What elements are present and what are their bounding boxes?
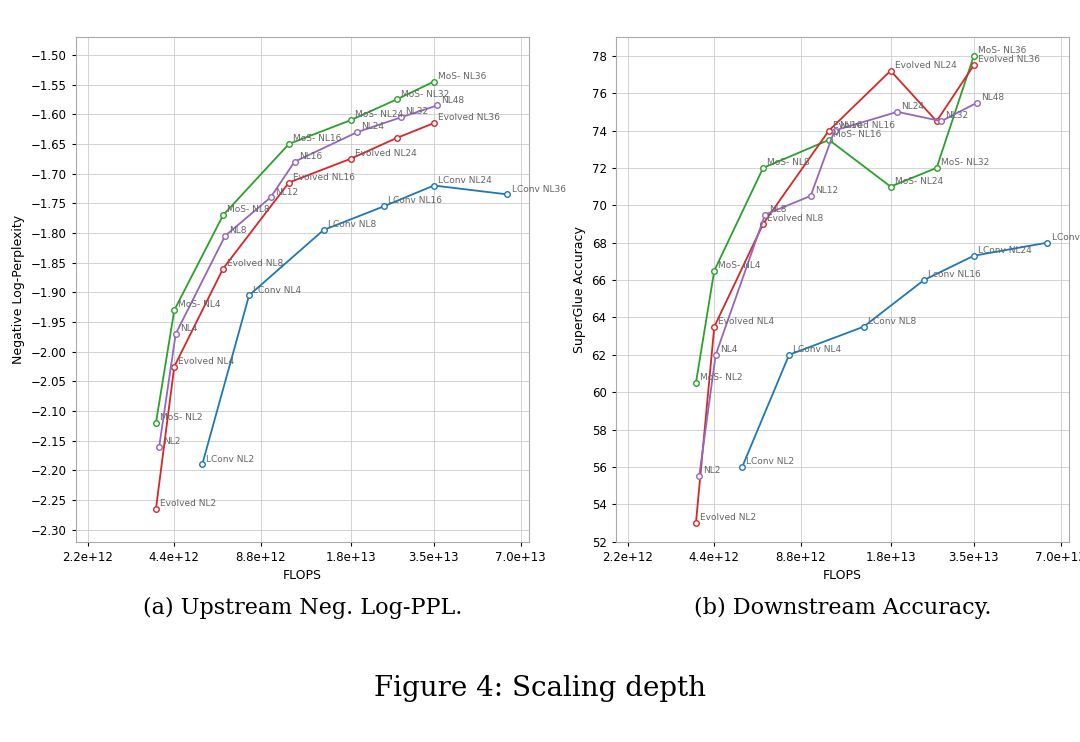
Text: Evolved NL4: Evolved NL4	[178, 357, 234, 366]
Text: LConv NL24: LConv NL24	[978, 246, 1031, 255]
Text: NL8: NL8	[769, 205, 786, 214]
Text: MoS- NL4: MoS- NL4	[178, 301, 221, 309]
Text: LConv NL2: LConv NL2	[746, 457, 795, 466]
Text: MoS- NL32: MoS- NL32	[941, 158, 989, 167]
Text: NL4: NL4	[180, 324, 198, 333]
Text: Lconv NL16: Lconv NL16	[928, 270, 981, 279]
Text: MoS- NL16: MoS- NL16	[293, 134, 341, 143]
Text: NL12: NL12	[274, 188, 298, 197]
Text: MoS- NL36: MoS- NL36	[438, 72, 486, 81]
Text: NL16: NL16	[299, 152, 322, 161]
Text: LConv NL36: LConv NL36	[1052, 233, 1080, 242]
Text: MoS- NL8: MoS- NL8	[767, 158, 810, 167]
Text: Evolved NL16: Evolved NL16	[293, 173, 355, 182]
Text: Evolved NL24: Evolved NL24	[894, 61, 957, 70]
Text: NL48: NL48	[982, 93, 1004, 102]
Text: MoS- NL8: MoS- NL8	[227, 206, 270, 214]
Text: MoS- NL24: MoS- NL24	[894, 177, 943, 186]
Text: MoS- NL4: MoS- NL4	[718, 261, 761, 270]
Text: LConv NL36: LConv NL36	[512, 185, 566, 194]
Text: NL8: NL8	[229, 226, 246, 235]
Text: Evolved NL2: Evolved NL2	[700, 513, 756, 522]
Text: NL16: NL16	[839, 121, 862, 130]
Text: LConv NL4: LConv NL4	[794, 345, 841, 354]
Text: NL12: NL12	[814, 186, 838, 195]
Text: MoS- NL24: MoS- NL24	[354, 111, 403, 119]
Text: MoS- NL16: MoS- NL16	[833, 130, 881, 139]
Text: LConv NL8: LConv NL8	[327, 220, 376, 229]
Text: Evolved NL36: Evolved NL36	[438, 114, 500, 122]
Text: (a) Upstream Neg. Log-PPL.: (a) Upstream Neg. Log-PPL.	[143, 597, 462, 620]
Y-axis label: SuperGlue Accuracy: SuperGlue Accuracy	[573, 226, 586, 352]
Text: NL32: NL32	[405, 108, 429, 116]
Text: MoS- NL2: MoS- NL2	[160, 413, 203, 422]
Text: Evolved NL36: Evolved NL36	[978, 56, 1040, 65]
Text: NL2: NL2	[703, 467, 720, 476]
Text: LConv NL2: LConv NL2	[206, 455, 255, 464]
Text: MoS- NL2: MoS- NL2	[700, 373, 743, 382]
Text: NL32: NL32	[945, 111, 969, 120]
Text: MoS- NL36: MoS- NL36	[978, 46, 1026, 55]
Text: NL2: NL2	[163, 437, 180, 446]
Text: LConv NL4: LConv NL4	[254, 286, 301, 295]
Text: NL4: NL4	[720, 345, 738, 354]
Text: NL24: NL24	[362, 122, 384, 131]
Text: LConv NL8: LConv NL8	[867, 317, 916, 326]
Text: NL24: NL24	[902, 102, 924, 111]
Text: Evolved NL24: Evolved NL24	[354, 149, 417, 158]
Text: LConv NL24: LConv NL24	[438, 176, 491, 185]
Text: Evolved NL4: Evolved NL4	[718, 317, 774, 326]
Text: Evolved NL8: Evolved NL8	[767, 214, 824, 223]
Text: Evolved NL8: Evolved NL8	[227, 259, 284, 268]
Text: LConv NL16: LConv NL16	[388, 197, 442, 206]
X-axis label: FLOPS: FLOPS	[823, 569, 862, 582]
Text: Figure 4: Scaling depth: Figure 4: Scaling depth	[374, 675, 706, 702]
Text: (b) Downstream Accuracy.: (b) Downstream Accuracy.	[693, 597, 991, 620]
Text: MoS- NL32: MoS- NL32	[401, 90, 449, 99]
Text: Evolved NL2: Evolved NL2	[160, 499, 216, 508]
Text: Evolved NL16: Evolved NL16	[833, 121, 895, 130]
Text: NL48: NL48	[442, 96, 464, 105]
Y-axis label: Negative Log-Perplexity: Negative Log-Perplexity	[12, 215, 25, 364]
X-axis label: FLOPS: FLOPS	[283, 569, 322, 582]
